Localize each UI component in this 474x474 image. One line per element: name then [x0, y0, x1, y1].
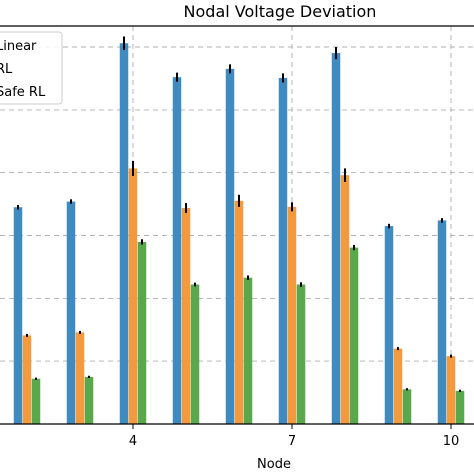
legend-entry: RL	[0, 62, 13, 77]
bar-safe-rl	[190, 284, 200, 424]
x-ticks: 4 7 10	[129, 424, 459, 449]
x-tick-label: 7	[288, 434, 296, 449]
bar-safe-rl	[137, 241, 147, 424]
bar-linear	[225, 68, 235, 424]
bar-rl	[287, 206, 297, 424]
bar-rl	[393, 348, 403, 424]
bar-linear	[66, 201, 76, 424]
bar-linear	[437, 220, 447, 424]
error-bars	[17, 36, 461, 392]
bar-rl	[234, 200, 244, 424]
legend: Linear RL Safe RL	[0, 31, 63, 105]
bar-rl	[75, 332, 85, 424]
bar-linear	[384, 226, 394, 424]
x-tick-label: 10	[443, 434, 460, 449]
bar-linear	[119, 43, 129, 424]
bar-safe-rl	[349, 247, 359, 424]
bar-safe-rl	[402, 389, 412, 424]
bar-linear	[331, 53, 341, 424]
legend-entry: Safe RL	[0, 85, 46, 100]
bar-rl	[22, 335, 32, 424]
bar-safe-rl	[296, 284, 306, 424]
bar-safe-rl	[84, 376, 94, 424]
bar-linear	[172, 77, 182, 424]
bar-safe-rl	[455, 390, 465, 424]
bars	[13, 43, 465, 424]
bar-rl	[181, 207, 191, 424]
bar-rl	[340, 175, 350, 424]
chart-title: Nodal Voltage Deviation	[184, 2, 377, 21]
legend-entry: Linear	[0, 39, 37, 54]
x-axis-label: Node	[257, 457, 291, 472]
bar-safe-rl	[243, 277, 253, 424]
bar-rl	[128, 168, 138, 424]
bar-safe-rl	[31, 378, 41, 424]
bar-linear	[13, 207, 23, 424]
bar-linear	[278, 77, 288, 424]
x-tick-label: 4	[129, 434, 137, 449]
legend-box	[0, 31, 63, 105]
bar-rl	[446, 356, 456, 424]
